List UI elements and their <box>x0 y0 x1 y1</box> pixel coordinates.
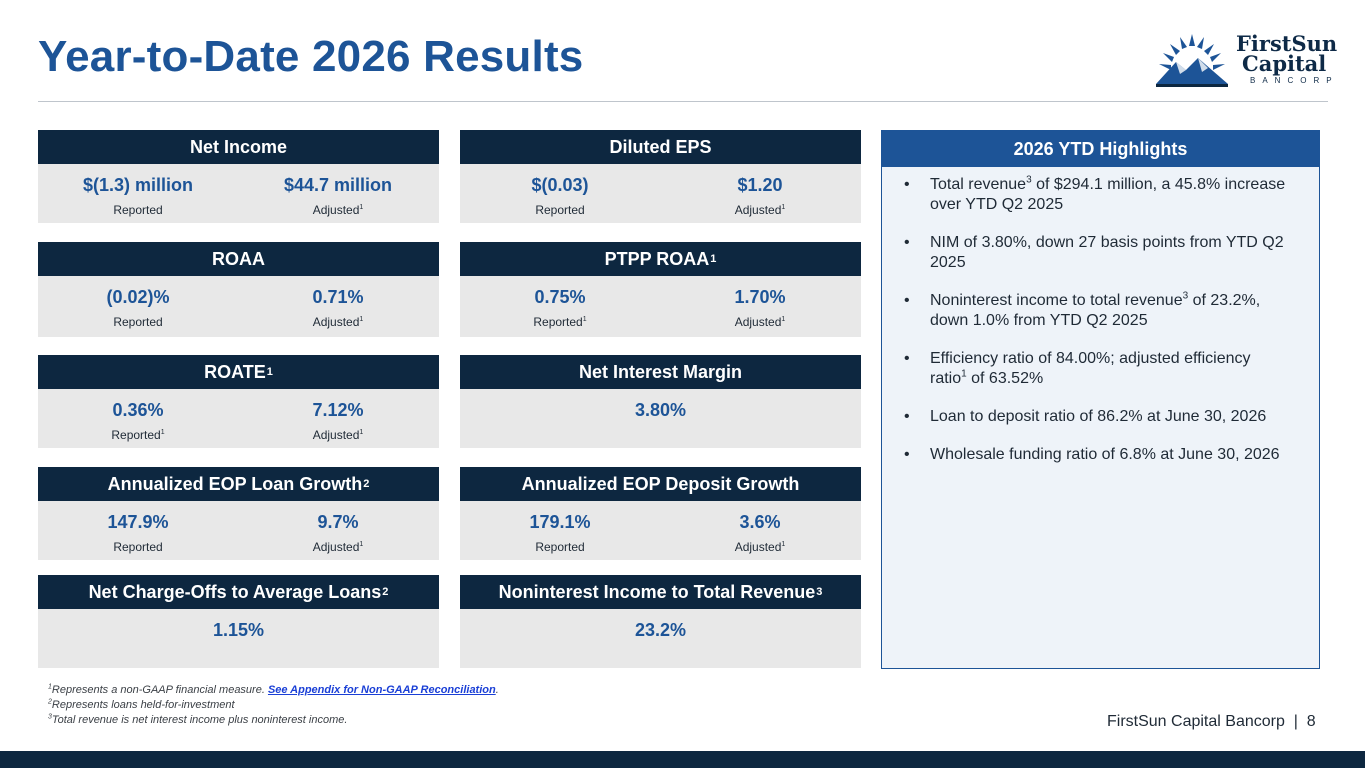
card-title: Annualized EOP Deposit Growth <box>460 467 861 501</box>
card-title: Noninterest Income to Total Revenue 3 <box>460 575 861 609</box>
list-item: Loan to deposit ratio of 86.2% at June 3… <box>904 407 1291 427</box>
adjusted-value: 9.7% <box>317 512 359 532</box>
highlights-panel: 2026 YTD Highlights Total revenue3 of $2… <box>881 130 1320 669</box>
card-title: ROATE 1 <box>38 355 439 389</box>
reported-value: $(0.03) <box>531 175 589 195</box>
footnote-2: 2Represents loans held-for-investment <box>48 698 235 711</box>
list-item: Total revenue3 of $294.1 million, a 45.8… <box>904 175 1291 215</box>
metric-value: 1.15% <box>212 620 265 640</box>
footnote-3: 3Total revenue is net interest income pl… <box>48 713 348 726</box>
title-divider <box>38 101 1328 102</box>
list-item: Noninterest income to total revenue3 of … <box>904 291 1291 331</box>
card-roate: ROATE 1 0.36% Reported1 7.12% Adjusted1 <box>38 355 439 448</box>
reported-value: 179.1% <box>529 512 591 532</box>
highlights-title: 2026 YTD Highlights <box>882 131 1319 167</box>
reported-label: Reported <box>113 540 163 554</box>
adjusted-label: Adjusted1 <box>312 540 364 554</box>
reported-label: Reported <box>535 203 585 217</box>
adjusted-value: $1.20 <box>737 175 783 195</box>
card-net-income: Net Income $(1.3) million Reported $44.7 … <box>38 130 439 223</box>
footer-bar <box>0 751 1365 768</box>
reported-label: Reported <box>113 315 163 329</box>
reported-label: Reported1 <box>111 428 165 442</box>
reported-value: 0.36% <box>112 400 164 420</box>
card-title: ROAA <box>38 242 439 276</box>
card-deposit-growth: Annualized EOP Deposit Growth 179.1% Repo… <box>460 467 861 560</box>
adjusted-label: Adjusted1 <box>734 203 786 217</box>
card-roaa: ROAA (0.02)% Reported 0.71% Adjusted1 <box>38 242 439 337</box>
logo-wordmark: FirstSun Capital <box>1236 31 1338 76</box>
footer-brand-page-number: FirstSun Capital Bancorp | 8 <box>1107 713 1316 730</box>
metric-value: 3.80% <box>634 400 687 420</box>
card-noninterest-income: Noninterest Income to Total Revenue 3 23.… <box>460 575 861 668</box>
reported-value: 147.9% <box>107 512 169 532</box>
adjusted-label: Adjusted1 <box>734 540 786 554</box>
card-title: Net Charge-Offs to Average Loans 2 <box>38 575 439 609</box>
reported-label: Reported1 <box>533 315 587 329</box>
adjusted-value: 0.71% <box>312 287 364 307</box>
card-title: Net Interest Margin <box>460 355 861 389</box>
card-ptpp-roaa: PTPP ROAA 1 0.75% Reported1 1.70% Adjusted1 <box>460 242 861 337</box>
adjusted-value: 1.70% <box>734 287 786 307</box>
adjusted-label: Adjusted1 <box>312 315 364 329</box>
adjusted-value: 3.6% <box>739 512 781 532</box>
appendix-link[interactable]: See Appendix for Non-GAAP Reconciliation <box>267 684 496 696</box>
reported-value: (0.02)% <box>106 287 170 307</box>
card-net-interest-margin: Net Interest Margin 3.80% <box>460 355 861 448</box>
card-title: Net Income <box>38 130 439 164</box>
adjusted-label: Adjusted1 <box>734 315 786 329</box>
reported-value: 0.75% <box>534 287 586 307</box>
highlights-list: Total revenue3 of $294.1 million, a 45.8… <box>882 167 1319 465</box>
list-item: Wholesale funding ratio of 6.8% at June … <box>904 445 1291 465</box>
page-title: Year-to-Date 2026 Results <box>38 32 584 81</box>
company-logo: FirstSun Capital BANCORP <box>1150 28 1337 92</box>
reported-label: Reported <box>113 203 163 217</box>
adjusted-value: $44.7 million <box>283 175 393 195</box>
list-item: Efficiency ratio of 84.00%; adjusted eff… <box>904 349 1291 389</box>
adjusted-label: Adjusted1 <box>312 428 364 442</box>
reported-label: Reported <box>535 540 585 554</box>
adjusted-value: 7.12% <box>312 400 364 420</box>
footnotes: 1Represents a non-GAAP financial measure… <box>48 683 499 728</box>
card-loan-growth: Annualized EOP Loan Growth 2 147.9% Report… <box>38 467 439 560</box>
reported-value: $(1.3) million <box>82 175 194 195</box>
list-item: NIM of 3.80%, down 27 basis points from … <box>904 233 1291 273</box>
card-title: Diluted EPS <box>460 130 861 164</box>
adjusted-label: Adjusted1 <box>312 203 364 217</box>
sunburst-mountain-icon <box>1156 34 1228 87</box>
card-title: Annualized EOP Loan Growth 2 <box>38 467 439 501</box>
metric-value: 23.2% <box>634 620 687 640</box>
card-net-charge-offs: Net Charge-Offs to Average Loans 2 1.15% <box>38 575 439 668</box>
card-diluted-eps: Diluted EPS $(0.03) Reported $1.20 Adjuste… <box>460 130 861 223</box>
footnote-1: 1Represents a non-GAAP financial measure… <box>48 683 499 696</box>
card-title: PTPP ROAA 1 <box>460 242 861 276</box>
logo-subtitle: BANCORP <box>1250 76 1339 85</box>
